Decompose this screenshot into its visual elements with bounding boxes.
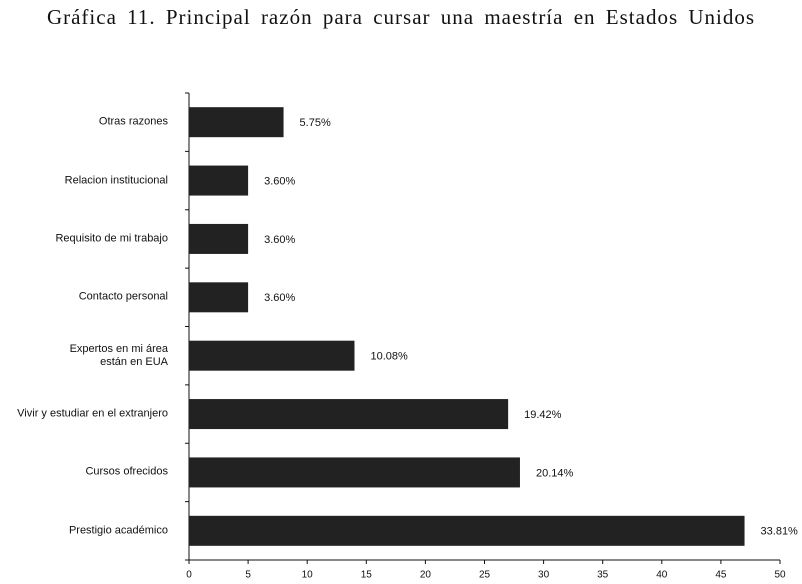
- y-tick-label: Requisito de mi trabajo: [55, 232, 168, 245]
- y-tick-label: Vivir y estudiar en el extranjero: [17, 407, 168, 420]
- value-label: 10.08%: [370, 351, 408, 363]
- bar: [189, 515, 745, 546]
- y-tick-label: Otras razones: [98, 115, 168, 128]
- x-tick-label: 25: [479, 570, 491, 581]
- value-label: 19.42%: [524, 409, 562, 421]
- bar: [189, 340, 355, 371]
- x-tick-label: 30: [538, 570, 550, 581]
- value-label: 5.75%: [300, 117, 331, 129]
- x-tick-label: 15: [361, 570, 373, 581]
- y-tick-label: Expertos en mi área están en EUA: [69, 342, 168, 368]
- x-tick-label: 40: [656, 570, 668, 581]
- bar: [189, 457, 520, 488]
- x-tick-label: 45: [715, 570, 727, 581]
- x-tick-label: 50: [774, 570, 786, 581]
- y-tick-label: Relacion institucional: [64, 174, 168, 187]
- y-tick-label: Cursos ofrecidos: [85, 465, 168, 478]
- value-label: 3.60%: [264, 234, 295, 246]
- bar: [189, 282, 249, 313]
- bar: [189, 399, 509, 430]
- x-tick-label: 35: [597, 570, 609, 581]
- y-tick-label: Contacto personal: [78, 290, 168, 303]
- y-tick-label: Prestigio académico: [68, 524, 168, 537]
- bar: [189, 223, 249, 254]
- x-tick-label: 20: [420, 570, 432, 581]
- bar: [189, 165, 249, 196]
- x-tick-label: 5: [245, 570, 251, 581]
- value-label: 33.81%: [761, 526, 799, 538]
- x-tick-label: 10: [302, 570, 314, 581]
- value-label: 20.14%: [536, 467, 574, 479]
- chart-title: Gráfica 11. Principal razón para cursar …: [47, 5, 755, 29]
- value-label: 3.60%: [264, 292, 295, 304]
- bar: [189, 107, 284, 138]
- value-label: 3.60%: [264, 175, 295, 187]
- x-tick-label: 0: [186, 570, 192, 581]
